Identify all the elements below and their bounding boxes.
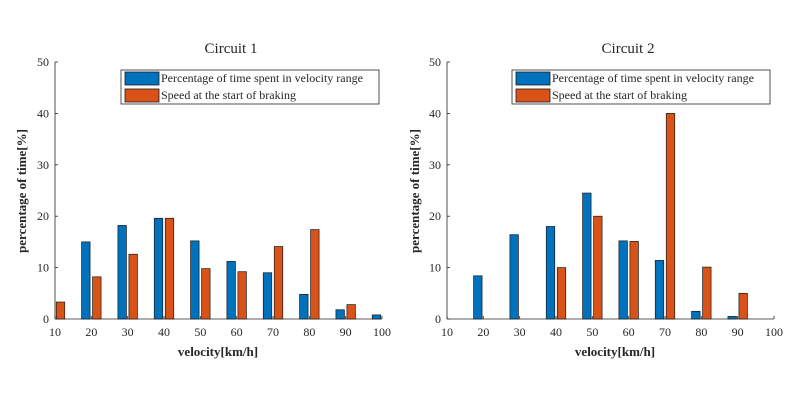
- chart-1-y-axis-label: percentage of time[%]: [14, 129, 29, 253]
- chart-2-y-tick-label: 40: [429, 106, 441, 120]
- chart-2-x-axis-label: velocity[km/h]: [575, 344, 655, 359]
- chart-2-bar-time-share-20: [473, 275, 483, 320]
- chart-1-x-tick-label: 80: [303, 325, 315, 339]
- chart-1-bar-braking-speed-40: [164, 217, 175, 320]
- chart-1-bar-time-share-50: [190, 240, 200, 320]
- chart-1-legend-label-2: Speed at the start of braking: [161, 88, 296, 102]
- chart-2-legend: Percentage of time spent in velocity ran…: [511, 69, 771, 105]
- chart-1-y-tick-label: 0: [43, 312, 49, 326]
- chart-2-legend-swatch-1: [515, 71, 551, 86]
- chart-1-y-tick-label: 10: [37, 261, 49, 275]
- chart-2-bar-time-share-40: [545, 226, 556, 320]
- chart-2-bar-braking-speed-90: [738, 292, 748, 320]
- chart-1-legend-swatch-1: [124, 71, 160, 86]
- chart-2-legend-swatch-2: [515, 88, 551, 103]
- chart-2-bar-braking-speed-60: [629, 241, 639, 320]
- chart-2-x-tick-label: 10: [441, 325, 453, 339]
- chart-1-title: Circuit 1: [205, 41, 258, 57]
- chart-2-x-tick-label: 60: [623, 325, 635, 339]
- chart-2-x-ticks: 10 20 30 40 50 60 70 80 90 100: [441, 316, 783, 339]
- chart-2-x-tick-label: 40: [550, 325, 562, 339]
- chart-1-bar-time-share-60: [226, 261, 236, 320]
- chart-1-bar-time-share-20: [81, 241, 91, 320]
- chart-2-x-tick-label: 100: [765, 325, 783, 339]
- chart-2-bar-time-share-80: [691, 310, 701, 320]
- chart-1-bar-braking-speed-50: [201, 268, 211, 320]
- chart-2-bar-braking-speed-70: [665, 113, 676, 320]
- chart-1-legend-label-1: Percentage of time spent in velocity ran…: [161, 71, 363, 85]
- chart-1-x-tick-label: 70: [267, 325, 279, 339]
- chart-1-x-tick-label: 60: [231, 325, 243, 339]
- chart-2-legend-label-1: Percentage of time spent in velocity ran…: [552, 71, 754, 85]
- chart-2-bar-braking-speed-80: [702, 266, 712, 320]
- chart-1-bar-braking-speed-10: [55, 301, 66, 320]
- chart-1-bars: [55, 217, 382, 320]
- chart-2-bar-time-share-70: [654, 260, 665, 320]
- chart-1-y-ticks: 0 10 20 30 40 50: [37, 55, 58, 326]
- chart-1-legend-swatch-2: [124, 88, 160, 103]
- chart-2-x-tick-label: 30: [514, 325, 526, 339]
- chart-1-bar-braking-speed-80: [310, 229, 320, 320]
- chart-2-bar-time-share-30: [509, 234, 519, 320]
- chart-1-bar-time-share-30: [117, 225, 127, 320]
- chart-1-y-tick-label: 50: [37, 55, 49, 69]
- chart-1-bar-time-share-70: [262, 272, 273, 320]
- chart-2-legend-box: [511, 69, 771, 105]
- chart-1-bar-time-share-40: [153, 217, 164, 320]
- chart-1-x-axis-label: velocity[km/h]: [178, 344, 258, 359]
- chart-2-x-tick-label: 80: [695, 325, 707, 339]
- chart-1-x-ticks: 10 20 30 40 50 60 70 80 90 100: [49, 316, 391, 339]
- chart-2-title: Circuit 2: [602, 41, 655, 57]
- chart-2-y-tick-label: 30: [429, 158, 441, 172]
- chart-2-x-tick-label: 20: [477, 325, 489, 339]
- chart-1-bar-braking-speed-90: [346, 304, 356, 320]
- chart-2-y-axis-label: percentage of time[%]: [407, 129, 422, 253]
- chart-2-x-tick-label: 50: [586, 325, 598, 339]
- chart-2-y-tick-label: 0: [435, 312, 441, 326]
- chart-2-bars: [473, 113, 748, 320]
- chart-2-bar-braking-speed-50: [593, 215, 603, 320]
- chart-1-bar-time-share-100: [371, 314, 382, 320]
- chart-2-bar-braking-speed-40: [556, 267, 567, 320]
- chart-2-y-tick-label: 50: [429, 55, 441, 69]
- chart-2-axes: [446, 62, 774, 320]
- chart-1-x-tick-label: 20: [85, 325, 97, 339]
- chart-1-legend: Percentage of time spent in velocity ran…: [120, 69, 380, 105]
- chart-2-y-ticks: 0 10 20 30 40 50: [429, 55, 450, 326]
- chart-1-bar-braking-speed-70: [273, 246, 284, 320]
- chart-2-x-tick-label: 70: [659, 325, 671, 339]
- chart-2-bar-time-share-60: [618, 240, 628, 320]
- chart-1-x-tick-label: 30: [122, 325, 134, 339]
- chart-1-y-tick-label: 20: [37, 209, 49, 223]
- chart-1-x-tick-label: 50: [194, 325, 206, 339]
- chart-2-y-tick-label: 10: [429, 261, 441, 275]
- chart-1-bar-braking-speed-30: [128, 253, 138, 320]
- chart-1-x-tick-label: 90: [340, 325, 352, 339]
- chart-1-x-tick-label: 100: [373, 325, 391, 339]
- chart-1-axes: [54, 62, 382, 320]
- chart-1-legend-box: [120, 69, 380, 105]
- chart-1-bar-time-share-90: [335, 309, 345, 320]
- chart-1-bar-time-share-80: [299, 293, 309, 320]
- chart-1-x-tick-label: 40: [158, 325, 170, 339]
- chart-1-bar-braking-speed-20: [92, 276, 102, 320]
- chart-2-legend-label-2: Speed at the start of braking: [552, 88, 687, 102]
- chart-1-y-tick-label: 40: [37, 106, 49, 120]
- chart-2-x-tick-label: 90: [732, 325, 744, 339]
- chart-1-y-tick-label: 30: [37, 158, 49, 172]
- chart-1-x-tick-label: 10: [49, 325, 61, 339]
- chart-2-y-tick-label: 20: [429, 209, 441, 223]
- chart-2-bar-time-share-50: [582, 192, 592, 320]
- chart-1-bar-braking-speed-60: [237, 271, 247, 320]
- chart-2-bar-time-share-90: [727, 316, 737, 320]
